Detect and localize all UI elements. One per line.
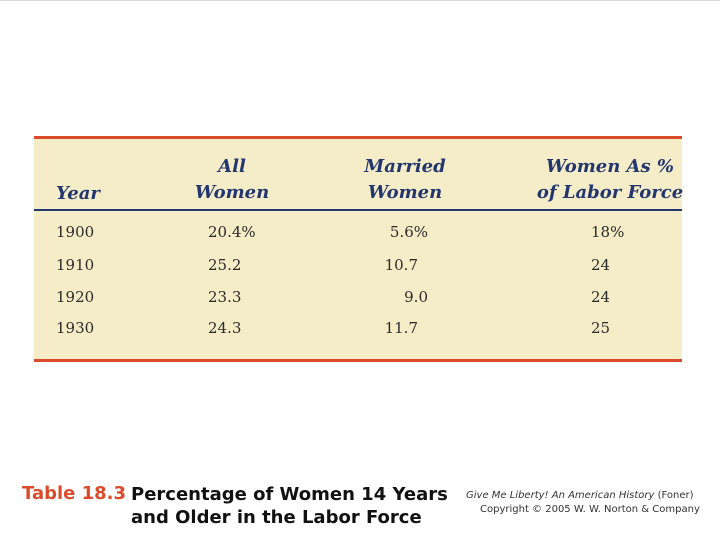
table-top-rule — [34, 136, 682, 139]
credit-copyright: Copyright © 2005 W. W. Norton & Company — [480, 504, 700, 515]
credit-author: (Foner) — [657, 490, 694, 501]
cell-year: 1920 — [56, 288, 95, 306]
credit-book-line: Give Me Liberty! An American History (Fo… — [466, 489, 700, 503]
cell-married-women: 5.6% — [389, 223, 428, 241]
header-rule — [34, 209, 682, 211]
credit: Give Me Liberty! An American History (Fo… — [466, 489, 700, 517]
header-married-women: Married Women — [364, 156, 446, 203]
cell-year: 1900 — [56, 223, 95, 241]
caption-title-line1: Percentage of Women 14 Years — [131, 484, 448, 505]
cell-women-pct: 18% — [591, 223, 625, 241]
header-women-pct: Women As % of Labor Force — [536, 156, 684, 203]
cell-married-women: 9.0 — [404, 288, 428, 306]
header-all-women: All Women — [194, 156, 270, 203]
cell-all-women: 24.3 — [208, 319, 242, 337]
cell-year: 1930 — [56, 319, 95, 337]
cell-all-women: 20.4% — [208, 223, 256, 241]
top-border — [0, 0, 720, 1]
cell-married-women: 11.7 — [384, 319, 418, 337]
credit-book: Give Me Liberty! An American History — [466, 490, 655, 501]
cell-women-pct: 25 — [591, 319, 611, 337]
cell-all-women: 25.2 — [208, 256, 242, 274]
cell-year: 1910 — [56, 256, 95, 274]
cell-women-pct: 24 — [591, 288, 611, 306]
cell-married-women: 10.7 — [384, 256, 418, 274]
cell-women-pct: 24 — [591, 256, 611, 274]
table-panel — [34, 136, 682, 362]
header-year: Year — [56, 183, 100, 204]
caption-number: Table 18.3 — [22, 483, 127, 504]
cell-all-women: 23.3 — [208, 288, 242, 306]
caption-title: Percentage of Women 14 Years and Older i… — [131, 483, 448, 529]
caption-title-line2: and Older in the Labor Force — [131, 507, 422, 528]
table-bottom-rule — [34, 359, 682, 362]
